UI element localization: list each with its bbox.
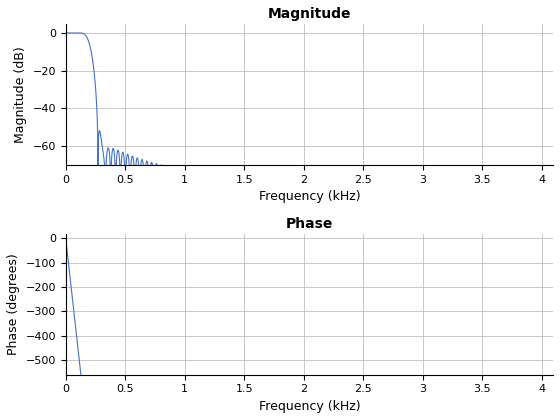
- Title: Phase: Phase: [286, 217, 333, 231]
- X-axis label: Frequency (kHz): Frequency (kHz): [259, 400, 360, 413]
- Y-axis label: Phase (degrees): Phase (degrees): [7, 253, 20, 355]
- Y-axis label: Magnitude (dB): Magnitude (dB): [14, 46, 27, 142]
- X-axis label: Frequency (kHz): Frequency (kHz): [259, 190, 360, 203]
- Title: Magnitude: Magnitude: [268, 7, 351, 21]
